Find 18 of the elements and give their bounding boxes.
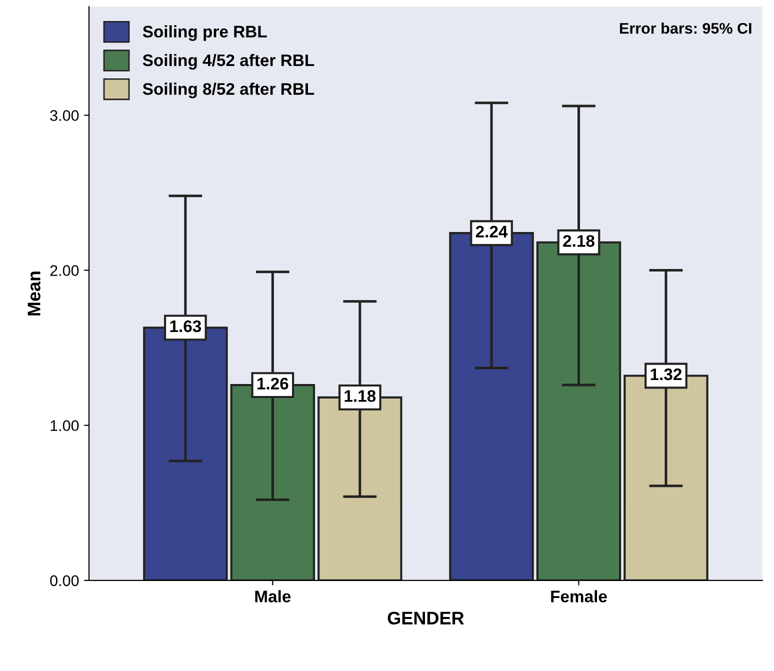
y-axis-title: Mean — [28, 272, 40, 316]
y-tick-label: 2.00 — [50, 265, 79, 276]
legend-label: Soiling 4/52 after RBL — [142, 54, 314, 70]
data-label: 2.24 — [476, 226, 508, 238]
data-label: 1.18 — [344, 390, 376, 402]
data-label: 2.18 — [563, 235, 594, 247]
x-tick-label: Female — [551, 590, 607, 602]
x-tick-label: Male — [255, 590, 291, 602]
legend-label: Soiling pre RBL — [142, 25, 267, 41]
x-axis-title: GENDER — [388, 612, 464, 624]
data-label: 1.32 — [650, 368, 682, 380]
y-tick-label: 0.00 — [50, 575, 79, 586]
y-tick-label: 3.00 — [50, 110, 79, 121]
legend-label: Soiling 8/52 after RBL — [142, 82, 314, 98]
y-tick-label: 1.00 — [50, 420, 79, 432]
data-label: 1.63 — [170, 320, 202, 332]
annotation: Error bars: 95% CI — [620, 22, 752, 34]
data-label: 1.26 — [257, 378, 288, 390]
